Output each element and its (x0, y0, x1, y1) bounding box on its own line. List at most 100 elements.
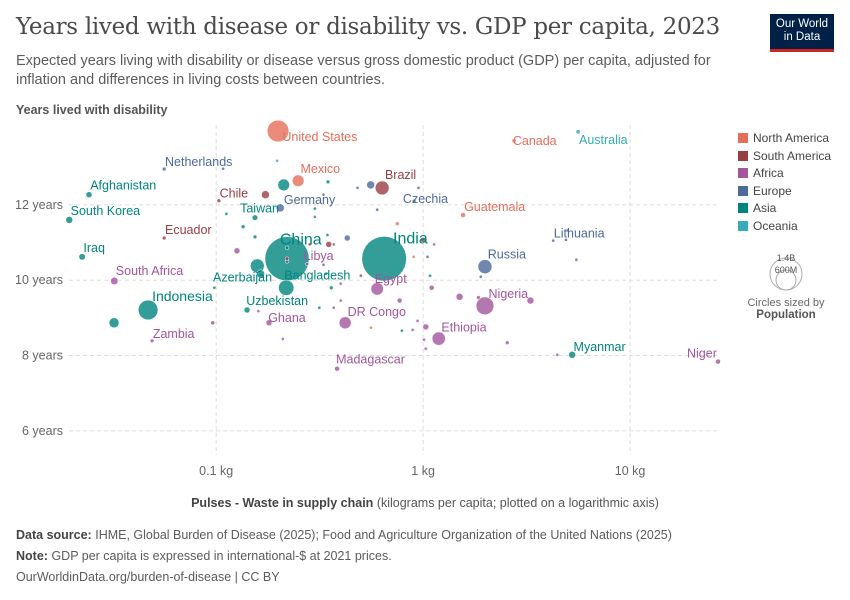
data-point (358, 273, 363, 278)
point-zambia (149, 338, 155, 344)
chart-subtitle: Expected years living with disability or… (16, 53, 711, 88)
point-label: Australia (579, 133, 628, 147)
data-point (344, 234, 351, 242)
point-label: Ecuador (165, 223, 212, 237)
point-label: Germany (284, 193, 336, 207)
point-label: Chile (220, 187, 249, 201)
point-label: Iraq (83, 241, 105, 255)
owid-logo[interactable]: Our World in Data (770, 14, 834, 52)
data-point (455, 293, 464, 301)
data-point (422, 337, 426, 342)
point-canada (511, 138, 517, 144)
data-point (261, 190, 270, 199)
data-point (221, 166, 225, 171)
size-legend: 1.4B 600M Circles sized by Population (738, 252, 834, 321)
data-point (423, 346, 428, 351)
data-point (331, 242, 336, 247)
data-point (396, 297, 403, 304)
data-point (369, 325, 373, 330)
point-guatemala (460, 212, 466, 218)
x-tick-label: 0.1 kg (199, 464, 233, 478)
data-point (325, 179, 331, 185)
y-tick-label: 10 years (15, 273, 63, 287)
note-text: GDP per capita is expressed in internati… (51, 549, 392, 563)
data-point (505, 340, 510, 345)
y-tick-label: 6 years (22, 424, 63, 438)
legend-item-oceania[interactable]: Oceania (738, 219, 798, 233)
point-ethiopia (431, 331, 446, 346)
legend-item-europe[interactable]: Europe (738, 184, 792, 198)
point-label: United States (282, 130, 357, 144)
point-russia (477, 259, 493, 274)
data-point (233, 247, 241, 255)
data-point (411, 254, 416, 259)
point-label: Russia (488, 248, 526, 262)
data-point (565, 228, 570, 233)
size-circle-small (775, 269, 797, 291)
footer-url[interactable]: OurWorldinData.org/burden-of-disease | C… (16, 570, 280, 584)
point-label: Zambia (153, 327, 195, 341)
point-ecuador (162, 235, 167, 241)
data-point (395, 221, 400, 226)
point-niger (715, 358, 721, 365)
data-point (331, 305, 336, 310)
data-point (284, 256, 290, 261)
data-point (428, 273, 432, 278)
point-label: Ghana (268, 311, 306, 325)
data-point (555, 352, 560, 357)
legend-label: Oceania (753, 219, 798, 233)
legend-item-north-america[interactable]: North America (738, 131, 829, 145)
data-point (313, 215, 317, 219)
point-label: Myanmar (574, 340, 626, 354)
point-libya (305, 262, 309, 266)
y-tick-label: 8 years (22, 349, 63, 363)
data-point (313, 206, 317, 211)
data-point (284, 245, 290, 251)
chart-title: Years lived with disease or disability v… (16, 14, 720, 40)
point-india (361, 236, 407, 282)
point-label: Mexico (301, 162, 341, 176)
point-label: Madagascar (336, 353, 405, 367)
legend-label: Asia (753, 201, 777, 216)
data-point (277, 178, 290, 192)
legend-swatch (738, 221, 748, 231)
size-variable: Population (756, 309, 816, 321)
point-label: Bangladesh (284, 269, 350, 283)
data-point (420, 237, 426, 243)
point-south-korea (65, 216, 73, 224)
legend-item-africa[interactable]: Africa (738, 166, 784, 180)
data-point (325, 241, 333, 248)
data-point (478, 274, 483, 279)
legend-swatch (738, 185, 748, 196)
legend-swatch (738, 133, 748, 143)
data-point (256, 269, 265, 279)
point-united-states (266, 119, 290, 143)
point-label: Uzbekistan (246, 294, 308, 308)
legend-item-south-america[interactable]: South America (738, 149, 831, 163)
data-point (425, 254, 430, 259)
data-point (574, 258, 579, 262)
point-uzbekistan (243, 306, 251, 314)
point-label: Guatemala (464, 200, 525, 214)
point-iraq (78, 253, 86, 261)
point-taiwan (251, 214, 259, 221)
logo-text: Our World in Data (775, 18, 829, 43)
point-label: Taiwan (240, 202, 279, 216)
size-note: Circles sized by (747, 297, 825, 309)
data-point (317, 305, 322, 310)
point-lithuania (551, 238, 556, 243)
point-netherlands (162, 166, 167, 172)
legend-item-asia[interactable]: Asia (738, 201, 776, 215)
point-myanmar (568, 351, 576, 359)
point-label: Azerbaijan (213, 271, 272, 285)
point-azerbaijan (212, 285, 217, 290)
point-label: Czechia (403, 192, 448, 206)
point-label: China (280, 232, 322, 249)
data-point (432, 242, 436, 247)
data-point (324, 271, 329, 276)
x-axis-title: Pulses - Waste in supply chain (191, 496, 374, 510)
data-source: Data source: IHME, Global Burden of Dise… (16, 528, 672, 542)
data-point (366, 180, 375, 190)
data-point (224, 212, 229, 216)
